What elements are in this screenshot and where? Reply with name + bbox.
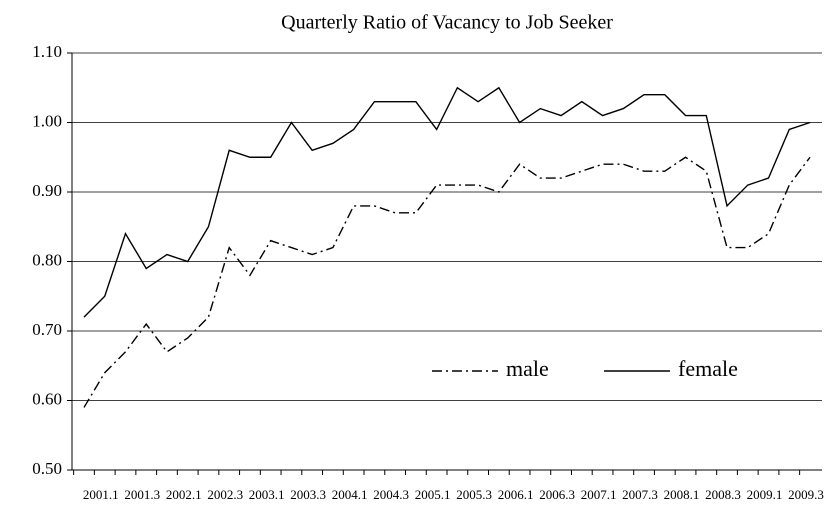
x-tick-label: 2006.3: [539, 487, 575, 502]
x-tick-label: 2009.3: [788, 487, 824, 502]
y-tick-label: 0.80: [32, 250, 62, 269]
x-tick-label: 2007.3: [622, 487, 658, 502]
x-tick-label: 2008.1: [664, 487, 700, 502]
x-tick-label: 2001.3: [124, 487, 160, 502]
y-tick-label: 0.70: [32, 320, 62, 339]
y-tick-label: 0.90: [32, 181, 62, 200]
x-tick-label: 2004.3: [373, 487, 409, 502]
x-tick-label: 2002.1: [166, 487, 202, 502]
x-tick-label: 2006.1: [498, 487, 534, 502]
x-tick-label: 2001.1: [83, 487, 119, 502]
x-tick-label: 2002.3: [207, 487, 243, 502]
legend-label: male: [506, 356, 549, 381]
y-tick-label: 1.10: [32, 42, 62, 61]
y-tick-label: 1.00: [32, 111, 62, 130]
x-tick-label: 2005.3: [456, 487, 492, 502]
x-tick-label: 2003.3: [290, 487, 326, 502]
line-series: [83, 156, 811, 408]
x-tick-label: 2007.1: [581, 487, 617, 502]
x-tick-label: 2003.1: [249, 487, 285, 502]
x-tick-label: 2009.1: [747, 487, 783, 502]
legend-label: female: [678, 356, 738, 381]
x-tick-label: 2008.3: [705, 487, 741, 502]
line-series: [83, 86, 811, 318]
x-tick-label: 2004.1: [332, 487, 368, 502]
chart-title: Quarterly Ratio of Vacancy to Job Seeker: [281, 12, 613, 34]
y-tick-label: 0.60: [32, 389, 62, 408]
x-tick-label: 2005.1: [415, 487, 451, 502]
y-tick-label: 0.50: [32, 459, 62, 478]
